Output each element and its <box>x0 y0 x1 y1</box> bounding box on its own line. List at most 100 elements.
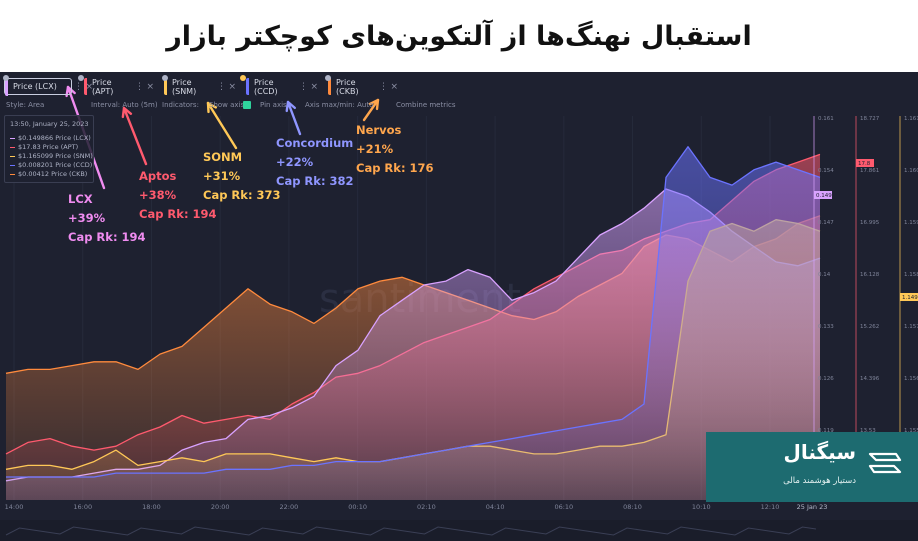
annotation-arrow-nervos-head <box>368 98 380 111</box>
legend-swatch <box>10 155 15 157</box>
tab-price-snm[interactable]: Price (SNM) ⋮ × <box>164 78 236 96</box>
combine-metrics-button[interactable]: Combine metrics <box>396 101 456 109</box>
legend-swatch <box>10 137 15 139</box>
annotation-name: Aptos <box>139 169 177 183</box>
series-line-price-ccd- <box>6 146 821 478</box>
annotation-rank: Cap Rk: 373 <box>203 188 281 202</box>
tooltip-row-lcx: $0.149866 Price (LCX) <box>10 134 91 142</box>
more-icon[interactable]: ⋮ <box>379 81 388 92</box>
x-tick-label: 22:00 <box>280 503 299 511</box>
y-tick-label: 1.160 <box>904 168 918 174</box>
y-tick-label: 0.133 <box>818 324 834 330</box>
tab-label: Price (LCX) <box>13 82 57 91</box>
y-tick-label: 1.156 <box>904 376 918 382</box>
interval-select[interactable]: Interval: Auto (5m) <box>91 101 158 109</box>
x-end-label: 25 Jan 23 <box>797 503 828 511</box>
annotation-arrow-aptos-head <box>121 106 133 119</box>
y-tick-label: 16.995 <box>860 220 880 226</box>
x-tick-label: 06:10 <box>554 503 573 511</box>
annotation-name: Nervos <box>356 123 402 137</box>
axis-max-min-select[interactable]: Axis max/min: Auto <box>305 101 374 109</box>
tab-pin-icon[interactable] <box>78 75 84 81</box>
annotation-concordium: Concordium +22% Cap Rk: 382 <box>276 134 354 191</box>
indicators-select[interactable]: Indicators: <box>162 101 199 109</box>
tab-pin-icon[interactable] <box>325 75 331 81</box>
tooltip-row-ccd: $0.008201 Price (CCD) <box>10 161 92 169</box>
y-tick-label: 1.161 <box>904 116 918 122</box>
current-value-label: 1.149 <box>902 295 918 301</box>
current-value-badge <box>900 293 918 301</box>
y-tick-label: 18.727 <box>860 116 880 122</box>
x-tick-label: 00:10 <box>348 503 367 511</box>
annotation-rank: Cap Rk: 194 <box>139 207 217 221</box>
x-tick-label: 16:00 <box>73 503 92 511</box>
annotation-arrow-concordium <box>286 100 302 136</box>
tooltip-row-apt: $17.83 Price (APT) <box>10 143 78 151</box>
tab-price-ccd[interactable]: Price (CCD) ⋮ × <box>246 78 318 96</box>
annotation-arrow-lcx-head <box>65 85 76 98</box>
tab-price-apt[interactable]: Price (APT) ⋮ × <box>84 78 154 96</box>
style-select[interactable]: Style: Area <box>6 101 45 109</box>
chart-panel: santiment14:0016:0018:0020:0022:0000:100… <box>0 72 918 541</box>
tab-pin-icon[interactable] <box>240 75 246 81</box>
x-tick-label: 08:10 <box>623 503 642 511</box>
pin-axis-toggle[interactable]: Pin axis <box>260 101 287 109</box>
pin-axis-checkbox[interactable] <box>243 101 251 109</box>
tab-color-lcx <box>5 79 8 96</box>
y-tick-label: 0.126 <box>818 376 834 382</box>
annotation-lcx: LCX +39% Cap Rk: 194 <box>68 190 146 247</box>
annotation-arrow-concordium-head <box>285 100 297 113</box>
tab-pin-icon[interactable] <box>3 75 9 81</box>
page-title: استقبال نهنگ‌ها از آلتکوین‌های کوچکتر با… <box>166 20 752 52</box>
close-icon[interactable]: × <box>85 81 93 92</box>
annotation-change: +22% <box>276 155 314 169</box>
more-icon[interactable]: ⋮ <box>299 81 308 92</box>
y-tick-label: 17.861 <box>860 168 879 174</box>
y-tick-label: 1.155 <box>904 428 918 434</box>
legend-swatch <box>10 164 15 166</box>
annotation-rank: Cap Rk: 176 <box>356 161 434 175</box>
chart-tooltip: 13:50, January 25, 2023 $0.149866 Price … <box>4 115 94 183</box>
current-value-label: 17.8 <box>858 161 871 167</box>
annotation-change: +39% <box>68 211 106 225</box>
tab-color-snm <box>164 78 167 95</box>
close-icon[interactable]: × <box>390 81 398 92</box>
x-tick-label: 02:10 <box>417 503 436 511</box>
legend-swatch <box>10 173 15 175</box>
legend-swatch <box>10 146 15 148</box>
show-axis-toggle[interactable]: Show axis <box>209 101 245 109</box>
current-value-badge <box>856 159 874 167</box>
tab-color-ckb <box>328 78 331 95</box>
more-icon[interactable]: ⋮ <box>217 81 226 92</box>
annotation-name: SONM <box>203 150 243 164</box>
x-tick-label: 14:00 <box>5 503 24 511</box>
x-tick-label: 04:10 <box>486 503 505 511</box>
more-icon[interactable]: ⋮ <box>74 81 83 92</box>
more-icon[interactable]: ⋮ <box>135 81 144 92</box>
tab-price-lcx[interactable]: Price (LCX) ⋮ × <box>4 78 93 96</box>
tab-color-apt <box>84 78 87 95</box>
close-icon[interactable]: × <box>146 81 154 92</box>
close-icon[interactable]: × <box>228 81 236 92</box>
current-value-label: 0.149 <box>816 193 832 199</box>
x-tick-label: 18:00 <box>142 503 161 511</box>
annotation-rank: Cap Rk: 194 <box>68 230 146 244</box>
annotation-arrow-aptos <box>122 106 148 166</box>
annotation-aptos: Aptos +38% Cap Rk: 194 <box>139 167 217 224</box>
tooltip-row-snm: $1.165099 Price (SNM) <box>10 152 93 160</box>
annotation-nervos: Nervos +21% Cap Rk: 176 <box>356 121 434 178</box>
y-tick-label: 1.159 <box>904 220 918 226</box>
tooltip-row-ckb: $0.00412 Price (CKB) <box>10 170 87 178</box>
annotation-change: +21% <box>356 142 394 156</box>
x-tick-label: 20:00 <box>211 503 230 511</box>
title-bar: استقبال نهنگ‌ها از آلتکوین‌های کوچکتر با… <box>0 0 918 72</box>
annotation-name: LCX <box>68 192 93 206</box>
current-value-badge <box>814 191 832 199</box>
tab-pin-icon[interactable] <box>162 75 168 81</box>
tab-price-ckb[interactable]: Price (CKB) ⋮ × <box>328 78 398 96</box>
y-tick-label: 0.119 <box>818 428 834 434</box>
annotation-arrow-sonm-head <box>206 101 218 114</box>
x-tick-label: 10:10 <box>692 503 711 511</box>
tooltip-time: 13:50, January 25, 2023 <box>10 120 89 128</box>
close-icon[interactable]: × <box>310 81 318 92</box>
